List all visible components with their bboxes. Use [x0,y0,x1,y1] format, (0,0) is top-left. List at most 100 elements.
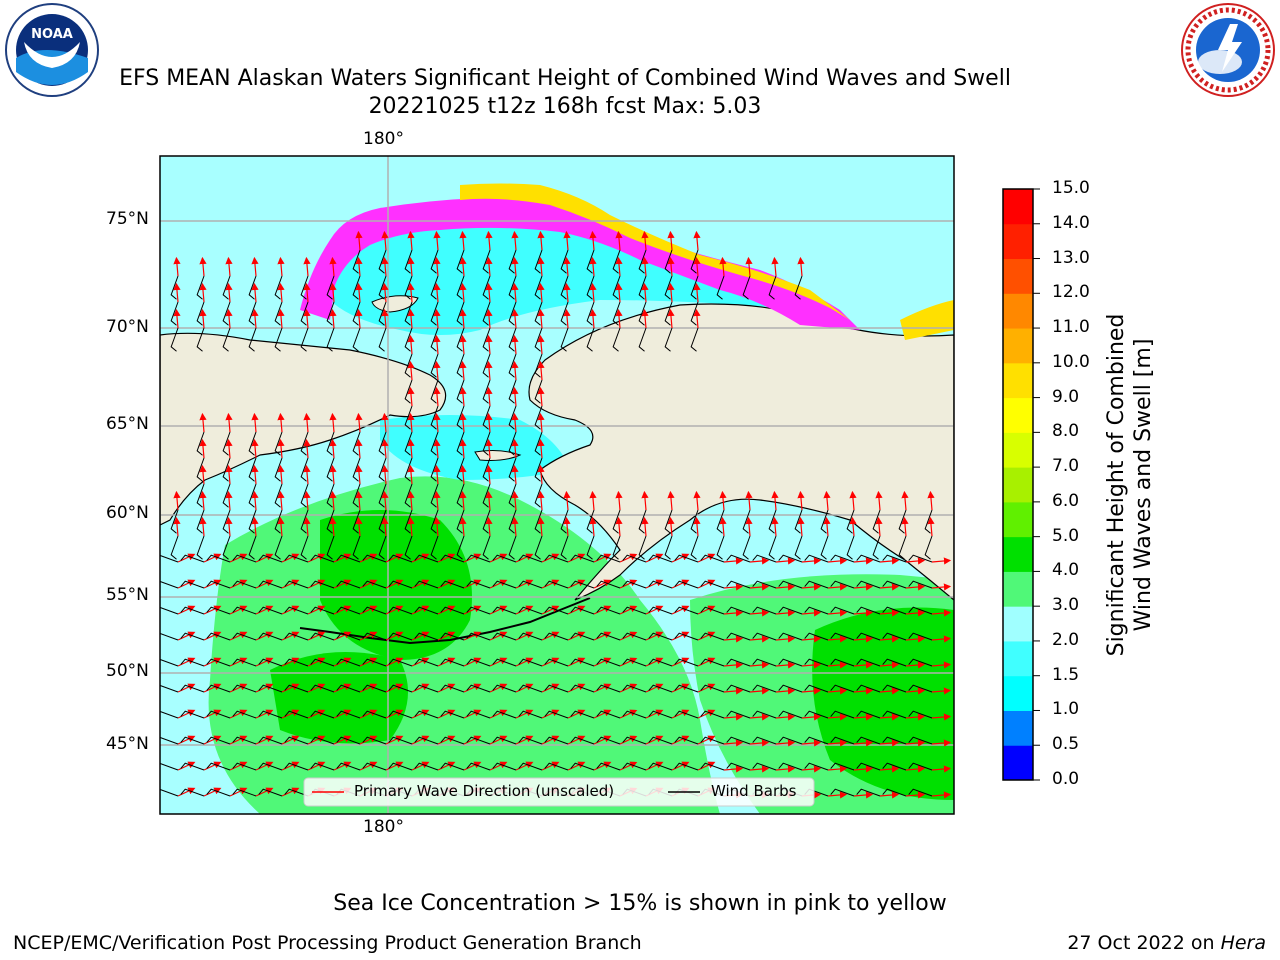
colorbar-swatch [1003,328,1033,364]
wind-barb [180,736,205,745]
wave-direction-arrow [905,609,926,617]
wind-barb [622,684,647,693]
wind-barb [560,535,569,560]
wave-direction-arrow [593,553,612,563]
wave-direction-arrow [489,709,508,719]
wind-barb [908,554,933,563]
wave-direction-arrow [671,709,690,719]
wave-direction-arrow [849,516,857,537]
wave-direction-arrow [407,490,415,511]
wave-direction-arrow [333,709,352,719]
wave-direction-arrow [199,256,207,277]
wave-direction-arrow [203,761,222,771]
wave-direction-arrow [277,256,285,277]
wave-direction-arrow [615,490,623,511]
wave-direction-arrow [619,735,638,745]
wave-direction-arrow [619,553,638,563]
wind-barb [196,457,205,482]
wave-direction-arrow [749,661,770,669]
wind-barb [882,684,907,693]
wind-barb [482,405,491,430]
wave-direction-arrow [667,516,675,537]
wind-barb [664,509,673,534]
wind-barb [518,632,543,641]
wave-direction-arrow [463,709,482,719]
wave-direction-arrow [433,308,441,329]
wind-barb [248,535,257,560]
wave-direction-arrow [615,282,623,303]
wave-direction-arrow [359,761,378,771]
wind-barb [716,275,725,300]
wind-barb [674,554,699,563]
wind-barb [170,301,179,326]
wave-direction-arrow [931,557,952,565]
colorbar-swatch [1003,397,1033,433]
wind-barb [830,632,855,641]
wind-barb [196,301,205,326]
wind-barb [570,554,595,563]
wave-direction-arrow [645,657,664,667]
wind-barb [778,554,803,563]
wind-barb [544,658,569,667]
wave-direction-arrow [511,334,519,355]
wave-direction-arrow [463,605,482,615]
wave-direction-arrow [489,631,508,641]
wave-direction-arrow [411,709,430,719]
wave-direction-arrow [307,683,326,693]
wind-barb [596,710,621,719]
wave-direction-arrow [385,605,404,615]
colorbar-swatch [1003,189,1033,225]
wave-direction-arrow [203,683,222,693]
wave-direction-arrow [281,657,300,667]
wind-barb [882,580,907,589]
wave-direction-arrow [251,256,259,277]
wave-direction-arrow [645,735,664,745]
wind-barb [664,275,673,300]
wave-direction-arrow [277,490,285,511]
wave-direction-arrow [225,256,233,277]
wave-field-4-5m-south [270,652,408,744]
wave-direction-arrow [515,605,534,615]
wave-direction-arrow [307,631,326,641]
wave-direction-arrow [541,631,560,641]
wave-direction-arrow [775,557,796,565]
wave-direction-arrow [879,583,900,591]
wind-barb [300,509,309,534]
wave-direction-arrow [537,230,545,251]
lat-label-55: 55°N [106,585,149,605]
wind-barb [544,632,569,641]
wave-direction-arrow [381,412,389,433]
wave-direction-arrow [411,657,430,667]
wave-direction-arrow [381,282,389,303]
wave-direction-arrow [797,256,805,277]
wave-field-1-5m-arctic [330,210,800,335]
wave-direction-arrow [619,605,638,615]
wind-barb [300,431,309,456]
wave-direction-arrow [407,334,415,355]
wave-direction-arrow [537,412,545,433]
wind-barb [222,535,231,560]
wind-barb [908,632,933,641]
wind-barb [232,736,257,745]
wave-direction-arrow [329,282,337,303]
wave-direction-arrow [229,605,248,615]
wind-barb [482,379,491,404]
wave-direction-arrow [255,631,274,641]
wave-direction-arrow [671,579,690,589]
wave-direction-arrow [277,438,285,459]
wave-direction-arrow [615,256,623,277]
wind-barb [440,580,465,589]
wave-direction-arrow [385,709,404,719]
wave-direction-arrow [485,230,493,251]
wind-barb [248,275,257,300]
wind-barb [352,275,361,300]
wind-barb [440,684,465,693]
wave-direction-arrow [381,308,389,329]
wind-barb [830,606,855,615]
wind-barb [274,301,283,326]
wind-barb [882,762,907,771]
wave-direction-arrow [307,761,326,771]
wind-barb [414,762,439,771]
wave-direction-arrow [199,412,207,433]
wind-barb [752,710,777,719]
